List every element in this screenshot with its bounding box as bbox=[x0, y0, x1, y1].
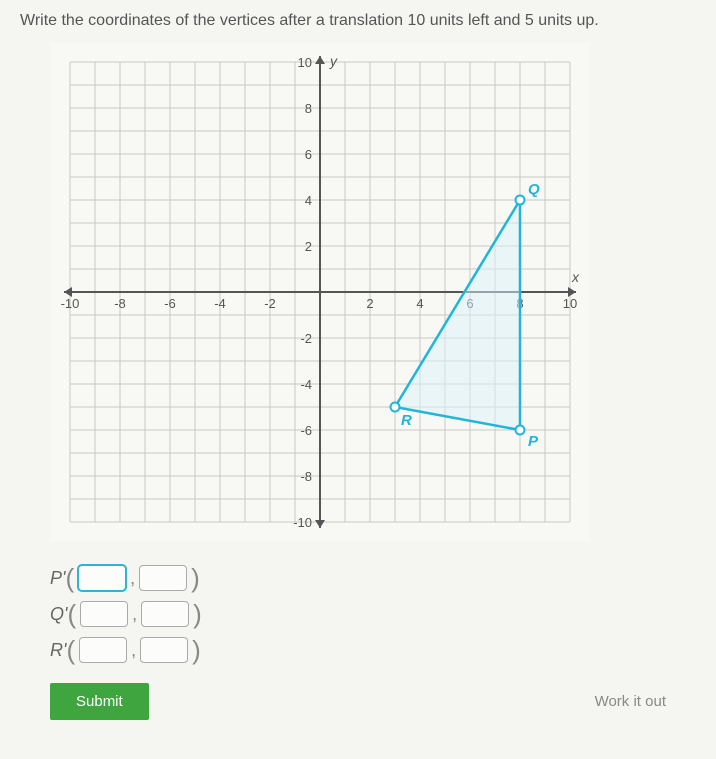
comma: , bbox=[131, 640, 136, 661]
svg-text:x: x bbox=[571, 269, 580, 285]
answer-row-p: P' ( , ) bbox=[50, 565, 696, 591]
answer-label-q: Q' bbox=[50, 604, 67, 625]
svg-text:-10: -10 bbox=[61, 296, 80, 311]
paren-open: ( bbox=[65, 565, 74, 591]
svg-text:4: 4 bbox=[305, 193, 312, 208]
svg-text:y: y bbox=[329, 53, 338, 69]
svg-text:-10: -10 bbox=[293, 515, 312, 530]
q-y-input[interactable] bbox=[141, 601, 189, 627]
svg-text:-4: -4 bbox=[300, 377, 312, 392]
paren-open: ( bbox=[66, 637, 75, 663]
svg-text:Q: Q bbox=[528, 181, 540, 198]
svg-text:6: 6 bbox=[305, 147, 312, 162]
answer-label-p: P' bbox=[50, 568, 65, 589]
svg-text:-4: -4 bbox=[214, 296, 226, 311]
paren-open: ( bbox=[67, 601, 76, 627]
svg-text:-2: -2 bbox=[264, 296, 276, 311]
answer-row-r: R' ( , ) bbox=[50, 637, 696, 663]
svg-text:4: 4 bbox=[416, 296, 423, 311]
p-x-input[interactable] bbox=[78, 565, 126, 591]
answer-label-r: R' bbox=[50, 640, 66, 661]
answer-inputs: P' ( , ) Q' ( , ) R' ( , ) bbox=[50, 565, 696, 663]
r-x-input[interactable] bbox=[79, 637, 127, 663]
paren-close: ) bbox=[193, 601, 202, 627]
svg-text:-6: -6 bbox=[300, 423, 312, 438]
svg-text:2: 2 bbox=[366, 296, 373, 311]
svg-text:10: 10 bbox=[563, 296, 577, 311]
p-y-input[interactable] bbox=[139, 565, 187, 591]
work-it-out-link[interactable]: Work it out bbox=[595, 693, 666, 710]
svg-text:-8: -8 bbox=[114, 296, 126, 311]
svg-text:8: 8 bbox=[305, 101, 312, 116]
svg-text:-6: -6 bbox=[164, 296, 176, 311]
svg-text:-8: -8 bbox=[300, 469, 312, 484]
submit-button[interactable]: Submit bbox=[50, 683, 149, 720]
svg-text:P: P bbox=[528, 433, 539, 450]
comma: , bbox=[132, 604, 137, 625]
answer-row-q: Q' ( , ) bbox=[50, 601, 696, 627]
coordinate-graph: -10-8-6-4-2246810246810-2-4-6-8-10xyPQR bbox=[50, 42, 590, 547]
question-prompt: Write the coordinates of the vertices af… bbox=[20, 12, 696, 30]
paren-close: ) bbox=[191, 565, 200, 591]
svg-text:-2: -2 bbox=[300, 331, 312, 346]
paren-close: ) bbox=[192, 637, 201, 663]
svg-text:R: R bbox=[401, 412, 412, 429]
svg-text:2: 2 bbox=[305, 239, 312, 254]
comma: , bbox=[130, 568, 135, 589]
r-y-input[interactable] bbox=[140, 637, 188, 663]
svg-text:10: 10 bbox=[298, 55, 312, 70]
q-x-input[interactable] bbox=[80, 601, 128, 627]
